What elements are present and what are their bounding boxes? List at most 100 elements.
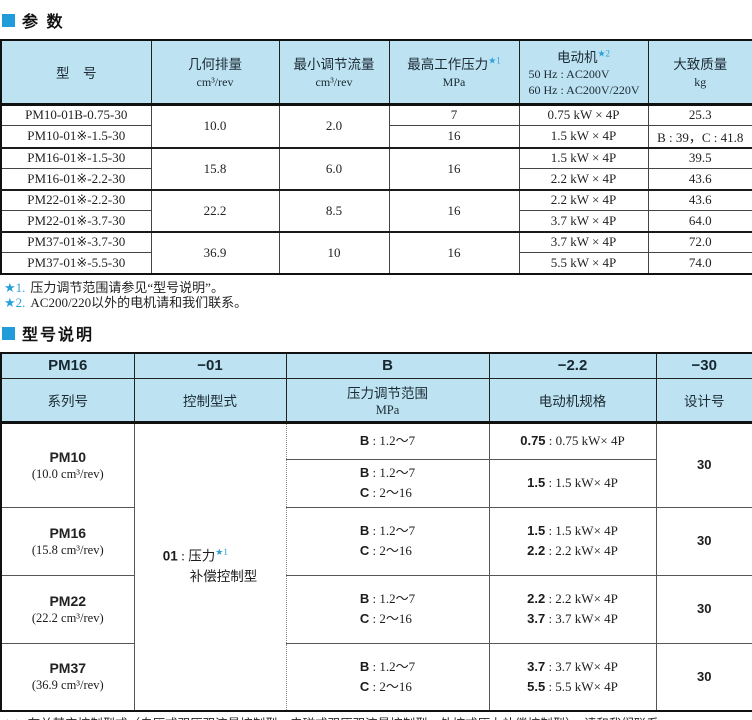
col-header-mass: 大致质量 kg bbox=[647, 39, 752, 106]
min-flow-cell: 6.0 bbox=[278, 146, 390, 190]
table-row: PM16-01※-2.2-30 2.2 kW × 4P 43.6 bbox=[0, 168, 752, 190]
footnote-star: ★2. bbox=[4, 295, 26, 311]
footnote-1: ★1. 压力调节范围请参见“型号说明”。 bbox=[4, 279, 224, 295]
label-control: 控制型式 bbox=[133, 377, 287, 424]
motor-spec-cell: 3.7 : 3.7 kW× 4P 5.5 : 5.5 kW× 4P bbox=[488, 642, 657, 712]
model-cell: PM10-01※-1.5-30 bbox=[0, 124, 152, 148]
table-row: PM37-01※-5.5-30 5.5 kW × 4P 74.0 bbox=[0, 252, 752, 274]
table-row: PM10-01B-0.75-30 10.0 2.0 7 0.75 kW × 4P… bbox=[0, 102, 752, 148]
label-design: 设计号 bbox=[655, 377, 752, 424]
params-section-title: 参 数 bbox=[2, 8, 752, 32]
motor-cell: 2.2 kW × 4P bbox=[518, 188, 649, 211]
min-flow-cell: 2.0 bbox=[278, 102, 390, 148]
footnote-2: ★2. AC200/220以外的电机请和我们联系。 bbox=[4, 295, 248, 311]
col-header-max-pressure: 最高工作压力★1 MPa bbox=[388, 39, 520, 106]
motor-spec-cell: 0.75 : 0.75 kW× 4P bbox=[488, 421, 657, 460]
model-cell: PM16-01※-1.5-30 bbox=[0, 146, 152, 169]
motor-cell: 3.7 kW × 4P bbox=[518, 210, 649, 232]
series-cell: PM37 (36.9 cm³/rev) bbox=[0, 642, 135, 712]
label-series: 系列号 bbox=[0, 377, 135, 424]
table-row: PM37-01※-3.7-30 36.9 10 16 3.7 kW × 4P 7… bbox=[0, 230, 752, 274]
model-cell: PM22-01※-3.7-30 bbox=[0, 210, 152, 232]
design-no-cell: 30 bbox=[655, 574, 752, 644]
model-code-section-title: 型号说明 bbox=[2, 321, 752, 345]
table-row: PM10 (10.0 cm³/rev) 01 : 压力★1 补偿控制型 B : … bbox=[0, 421, 752, 712]
table-row: PM22-01※-2.2-30 22.2 8.5 16 2.2 kW × 4P … bbox=[0, 188, 752, 232]
pressure-cell: 16 bbox=[388, 230, 520, 274]
pressure-range-cell: B : 1.2～7 C : 2～16 bbox=[285, 458, 490, 508]
mass-cell: 43.6 bbox=[647, 188, 752, 211]
mass-cell: 39.5 bbox=[647, 146, 752, 169]
pressure-range-cell: B : 1.2～7 C : 2～16 bbox=[285, 506, 490, 576]
model-cell: PM37-01※-5.5-30 bbox=[0, 252, 152, 274]
pressure-range-cell: B : 1.2～7 C : 2～16 bbox=[285, 574, 490, 644]
model-cell: PM22-01※-2.2-30 bbox=[0, 188, 152, 211]
footnote-star-ref: ★2 bbox=[597, 48, 611, 59]
design-no-cell: 30 bbox=[655, 642, 752, 712]
mass-cell: 64.0 bbox=[647, 210, 752, 232]
model-cell: PM10-01B-0.75-30 bbox=[0, 102, 152, 126]
code-control: −01 bbox=[133, 352, 287, 379]
motor-spec-cell: 2.2 : 2.2 kW× 4P 3.7 : 3.7 kW× 4P bbox=[488, 574, 657, 644]
pressure-range-cell: B : 1.2～7 C : 2～16 bbox=[285, 642, 490, 712]
motor-cell: 1.5 kW × 4P bbox=[518, 146, 649, 169]
pressure-range-cell: B : 1.2～7 bbox=[285, 421, 490, 460]
motor-spec-cell: 1.5 : 1.5 kW× 4P bbox=[488, 458, 657, 508]
displacement-cell: 10.0 bbox=[150, 102, 280, 148]
footnote-star-ref: ★1 bbox=[488, 55, 501, 66]
code-design: −30 bbox=[655, 352, 752, 379]
displacement-cell: 36.9 bbox=[150, 230, 280, 274]
params-header-row: 型 号 几何排量 cm³/rev 最小调节流量 cm³/rev 最高工作压力★1… bbox=[0, 39, 752, 106]
col-header-motor: 电动机★2 50 Hz : AC200V 60 Hz : AC200V/220V bbox=[518, 39, 649, 106]
section-title-text: 参 数 bbox=[22, 14, 65, 31]
mass-cell: 72.0 bbox=[647, 230, 752, 253]
motor-cell: 3.7 kW × 4P bbox=[518, 230, 649, 253]
code-example-row: PM16 −01 B −2.2 −30 bbox=[0, 352, 752, 379]
code-label-row: 系列号 控制型式 压力调节范围 MPa 电动机规格 设计号 bbox=[0, 377, 752, 424]
model-cell: PM16-01※-2.2-30 bbox=[0, 168, 152, 190]
min-flow-cell: 8.5 bbox=[278, 188, 390, 232]
section-bullet-icon bbox=[2, 13, 15, 27]
footnote-star-ref: ★1 bbox=[215, 547, 228, 558]
design-no-cell: 30 bbox=[655, 421, 752, 508]
motor-cell: 2.2 kW × 4P bbox=[518, 168, 649, 190]
mass-cell: 74.0 bbox=[647, 252, 752, 274]
mass-cell: B : 39，C : 41.8 bbox=[647, 124, 752, 148]
section-title-text: 型号说明 bbox=[22, 327, 95, 345]
series-cell: PM22 (22.2 cm³/rev) bbox=[0, 574, 135, 644]
control-type-cell: 01 : 压力★1 补偿控制型 bbox=[133, 421, 287, 712]
series-cell: PM16 (15.8 cm³/rev) bbox=[0, 506, 135, 576]
displacement-cell: 22.2 bbox=[150, 188, 280, 232]
col-header-displacement: 几何排量 cm³/rev bbox=[150, 39, 280, 106]
model-cell: PM37-01※-3.7-30 bbox=[0, 230, 152, 253]
code-motor: −2.2 bbox=[488, 352, 657, 379]
table-row: PM22 (22.2 cm³/rev) B : 1.2～7 C : 2～16 2… bbox=[0, 574, 752, 644]
pressure-cell: 7 bbox=[388, 102, 520, 126]
code-pressure: B bbox=[285, 352, 490, 379]
pressure-cell: 16 bbox=[388, 188, 520, 232]
section-bullet-icon bbox=[2, 326, 15, 340]
params-footnotes: ★1. 压力调节范围请参见“型号说明”。 ★2. AC200/220以外的电机请和我… bbox=[4, 280, 752, 312]
footnote-star: ★1. bbox=[4, 279, 26, 295]
model-code-footnote: ★1.有关其它控制型式（自压式双压双流量控制型、电磁式双压双流量控制型、外控式压… bbox=[2, 717, 752, 720]
model-code-table: PM16 −01 B −2.2 −30 系列号 控制型式 压力调节范围 MPa … bbox=[0, 352, 752, 713]
params-table: 型 号 几何排量 cm³/rev 最小调节流量 cm³/rev 最高工作压力★1… bbox=[0, 39, 752, 275]
pressure-cell: 16 bbox=[388, 146, 520, 190]
col-header-model: 型 号 bbox=[0, 39, 152, 106]
code-series: PM16 bbox=[0, 352, 135, 379]
footnote-star: ★1. bbox=[2, 717, 23, 720]
label-motor: 电动机规格 bbox=[488, 377, 657, 424]
table-row: PM16-01※-1.5-30 15.8 6.0 16 1.5 kW × 4P … bbox=[0, 146, 752, 190]
mass-cell: 43.6 bbox=[647, 168, 752, 190]
table-row: PM22-01※-3.7-30 3.7 kW × 4P 64.0 bbox=[0, 210, 752, 232]
label-pressure: 压力调节范围 MPa bbox=[285, 377, 490, 424]
pressure-cell: 16 bbox=[388, 124, 520, 148]
min-flow-cell: 10 bbox=[278, 230, 390, 274]
motor-spec-cell: 1.5 : 1.5 kW× 4P 2.2 : 2.2 kW× 4P bbox=[488, 506, 657, 576]
series-cell: PM10 (10.0 cm³/rev) bbox=[0, 421, 135, 508]
motor-cell: 0.75 kW × 4P bbox=[518, 102, 649, 126]
motor-cell: 5.5 kW × 4P bbox=[518, 252, 649, 274]
col-header-min-flow: 最小调节流量 cm³/rev bbox=[278, 39, 390, 106]
footnote-1: ★1.有关其它控制型式（自压式双压双流量控制型、电磁式双压双流量控制型、外控式压… bbox=[2, 717, 752, 720]
table-row: PM37 (36.9 cm³/rev) B : 1.2～7 C : 2～16 3… bbox=[0, 642, 752, 712]
